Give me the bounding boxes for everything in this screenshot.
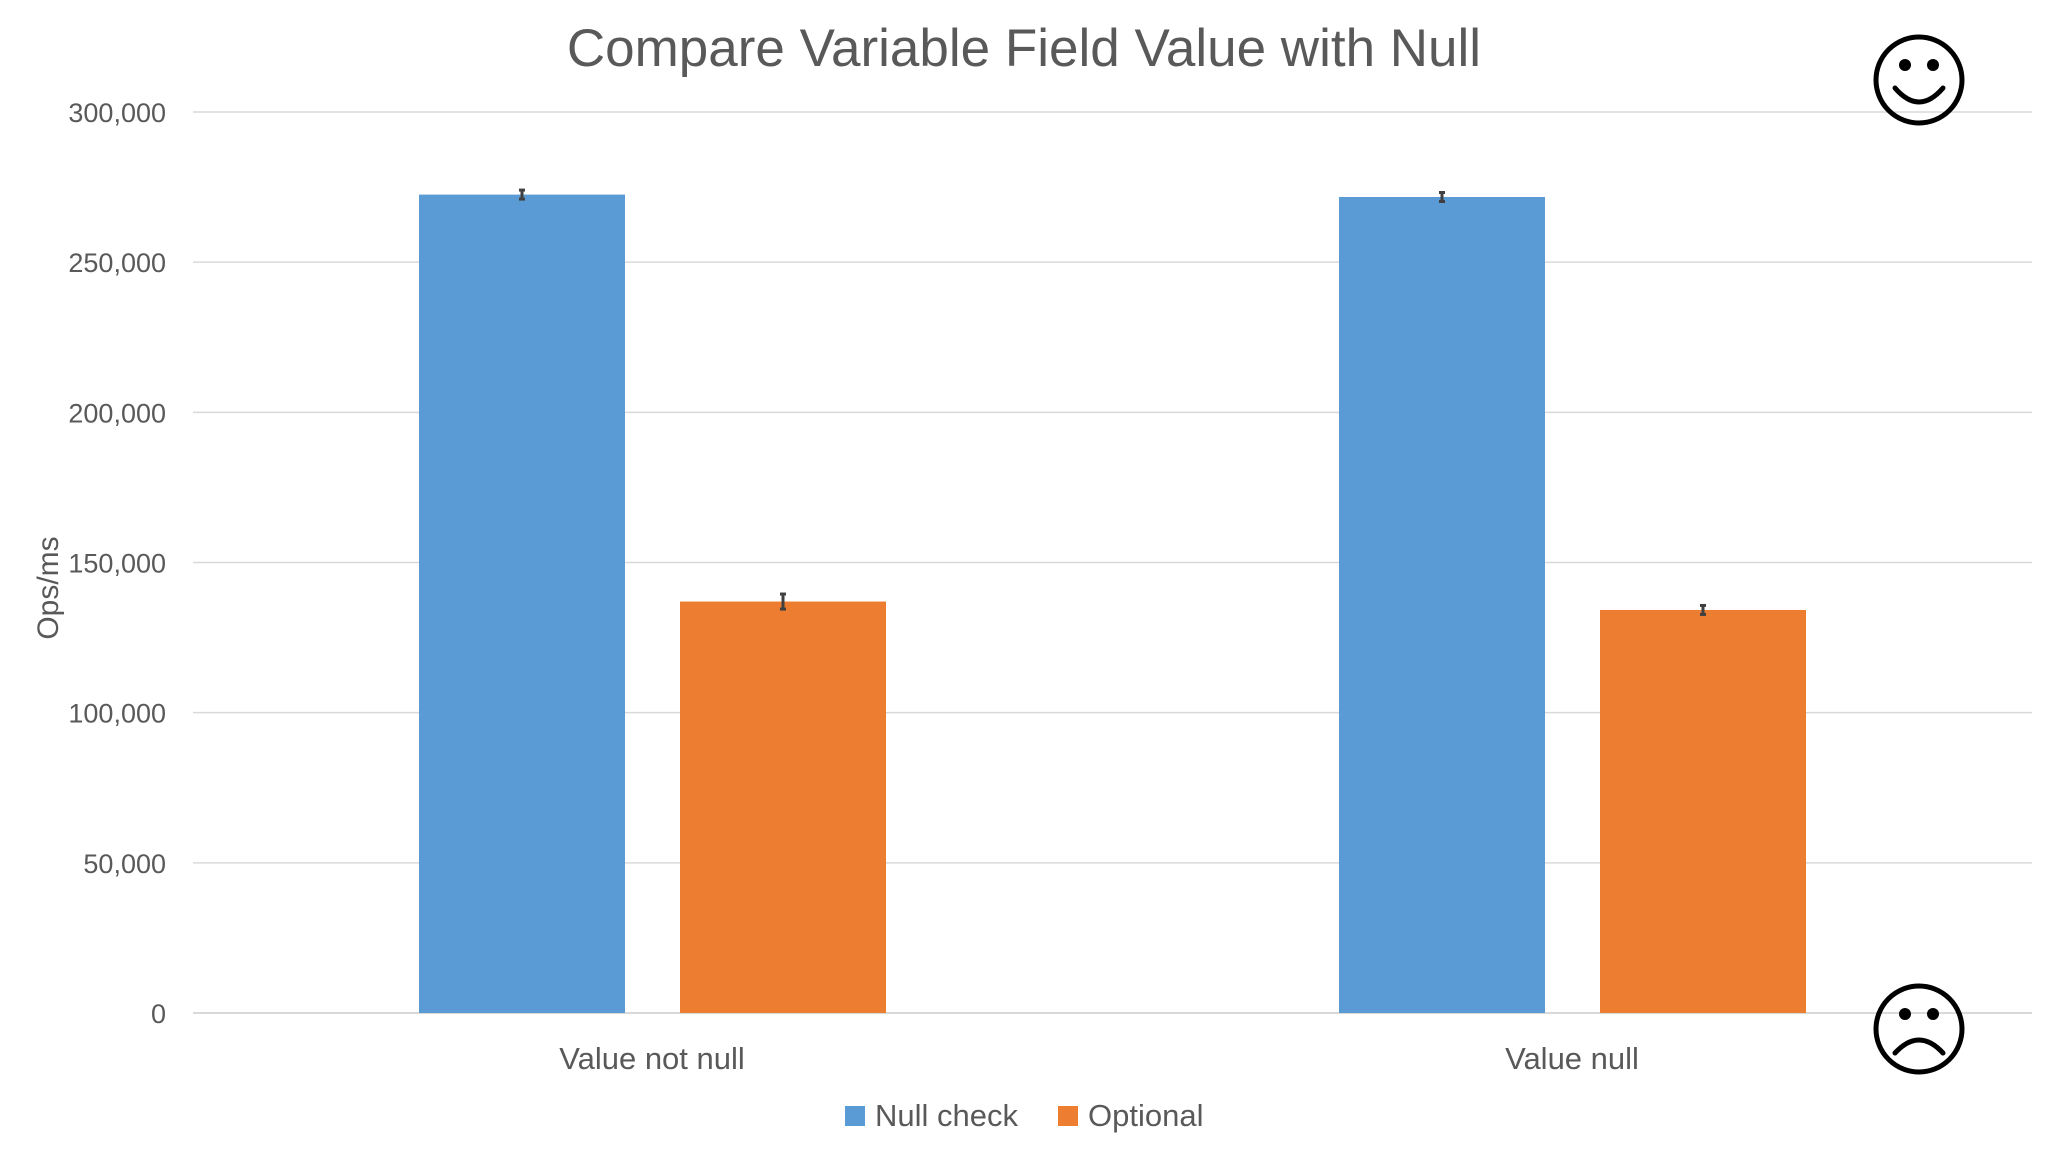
x-tick-labels: Value not null Value null [559,1041,1639,1076]
y-tick-label: 0 [151,999,166,1029]
bar-optional [680,601,886,1013]
legend-item: Optional [1058,1098,1203,1133]
y-tick-label: 300,000 [68,98,166,128]
x-tick-label: Value null [1505,1041,1639,1076]
y-axis-title: Ops/ms [32,536,65,639]
bar-null-check [419,194,625,1013]
x-tick-label: Value not null [559,1041,745,1076]
legend-label: Optional [1088,1098,1203,1133]
bars [419,194,1806,1014]
error-bars [519,188,1706,616]
error-bar [519,188,525,201]
smiley-face-icon [1873,34,1965,126]
y-tick-label: 50,000 [83,849,166,879]
error-bar [1439,190,1445,203]
bar-optional [1600,609,1806,1013]
y-tick-labels: 0 50,000 100,000 150,000 200,000 250,000 300,0… [68,98,166,1029]
frowning-face-icon [1873,983,1965,1075]
error-bar [1700,603,1706,616]
y-tick-label: 250,000 [68,248,166,278]
error-bar [780,592,786,611]
legend-swatch [845,1106,865,1126]
y-tick-label: 150,000 [68,549,166,579]
legend-swatch [1058,1106,1078,1126]
legend-label: Null check [875,1098,1018,1133]
y-tick-label: 100,000 [68,699,166,729]
legend: Null check Optional [845,1098,1203,1133]
legend-item: Null check [845,1098,1018,1133]
chart-title: Compare Variable Field Value with Null [567,19,1481,78]
y-tick-label: 200,000 [68,398,166,428]
bar-null-check [1339,196,1545,1014]
